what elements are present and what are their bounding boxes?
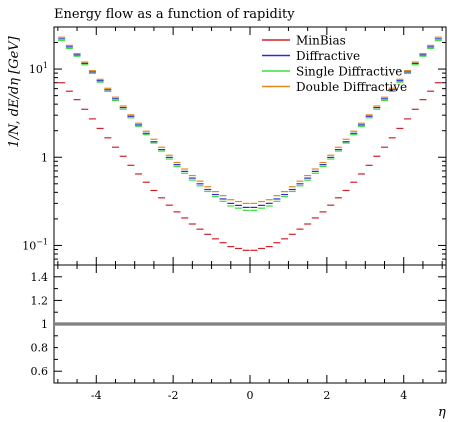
y-axis-label-main: 1/N, dE/dη [ [7, 68, 22, 148]
legend-item: Diffractive [262, 49, 360, 63]
svg-text:1/N, dE/dη [GeV]: 1/N, dE/dη [GeV] [7, 35, 22, 147]
legend-item: Double Diffractive [262, 80, 407, 94]
legend-label: Double Diffractive [296, 80, 407, 94]
series-double-diffractive [58, 36, 442, 204]
ratio-tick-label: 1.2 [31, 294, 49, 307]
legend-item: MinBias [262, 34, 346, 48]
main-frame [53, 26, 447, 266]
y-tick-label: 101 [29, 61, 48, 76]
y-tick-label: 1 [41, 151, 48, 164]
x-tick-label: 0 [247, 389, 254, 402]
x-tick-label: 4 [400, 389, 407, 402]
ratio-tick-label: 0.8 [31, 342, 49, 355]
legend-label: Single Diffractive [296, 65, 402, 79]
main-panel: 10−1 1 101 [22, 26, 447, 383]
chart-title: Energy flow as a function of rapidity [54, 7, 295, 22]
y-axis-label: 1/N, dE/dη [GeV] [7, 35, 22, 147]
x-tick-label: -4 [91, 389, 102, 402]
series-diffractive [58, 38, 442, 208]
series-single-diffractive [58, 40, 442, 211]
legend-label: MinBias [296, 34, 346, 48]
ratio-tick-label: 1 [41, 318, 48, 331]
x-tick-label: -2 [168, 389, 179, 402]
y-tick-label: 10−1 [22, 237, 48, 252]
legend-label: Diffractive [296, 49, 360, 63]
y-axis-label-unit: GeV [7, 40, 22, 69]
x-axis-label: η [438, 405, 446, 420]
series-minbias [58, 82, 442, 251]
y-axis-label-end: ] [7, 35, 22, 42]
ratio-tick-label: 0.6 [31, 365, 49, 378]
ratio-tick-label: 1.4 [31, 271, 49, 284]
x-tick-label: 2 [323, 389, 330, 402]
ratio-panel: -4 -2 0 2 4 0.6 0.8 1 1.2 1.4 [31, 27, 447, 402]
legend-item: Single Diffractive [262, 65, 402, 79]
